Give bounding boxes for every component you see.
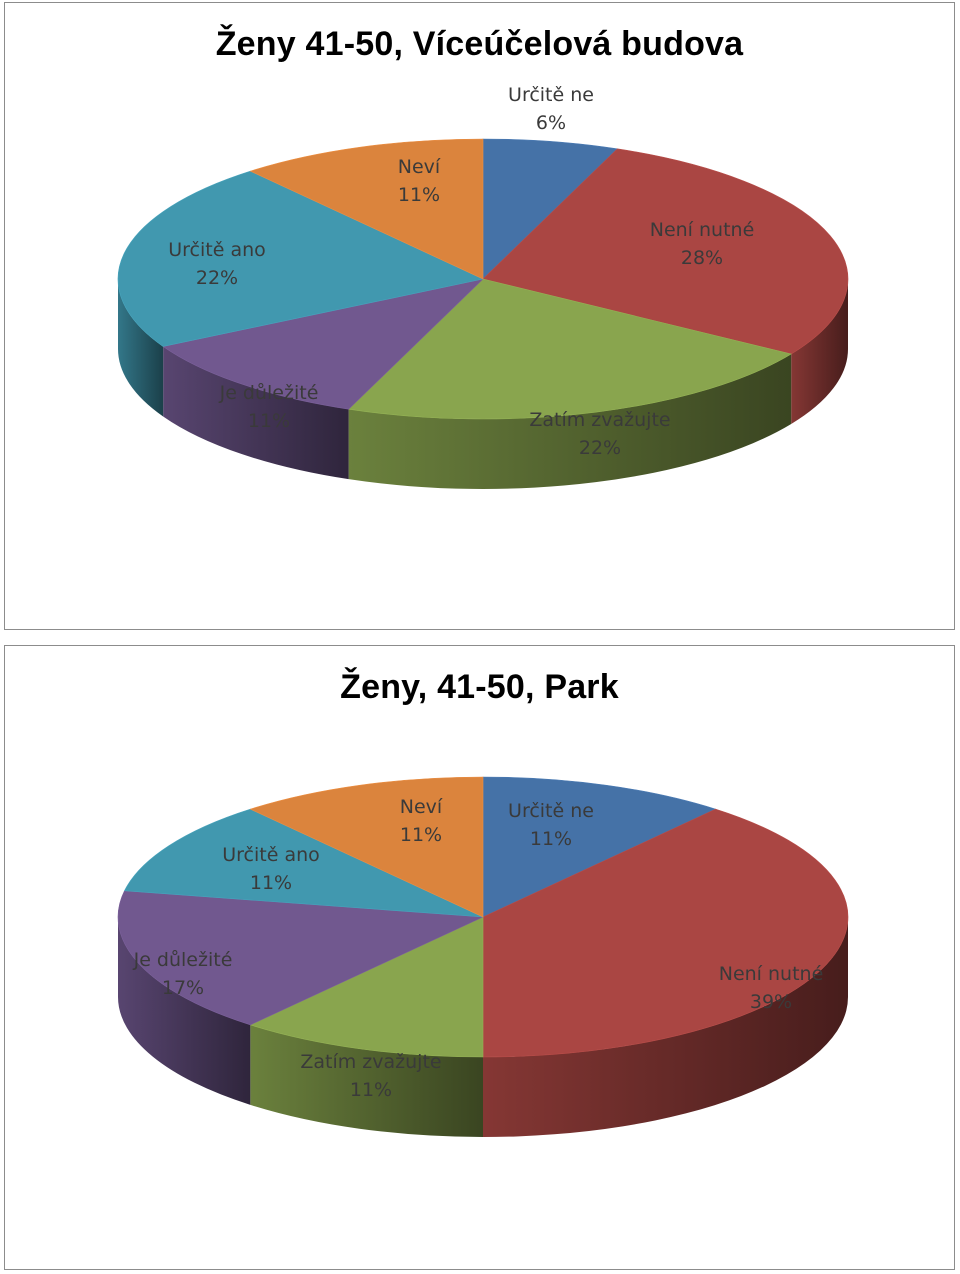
pie-chart-2: Určitě ne 11% Není nutné 39% Zatím zvažujte 1… [117, 776, 849, 1137]
pie-side-4 [118, 279, 164, 417]
pie-slice-3 [162, 278, 484, 410]
slice-category-label: Je důležité [219, 382, 319, 404]
slice-category-label: Neví [400, 796, 443, 818]
chart-title: Ženy 41-50, Víceúčelová budova [215, 25, 744, 63]
pie-slice-4 [123, 808, 484, 918]
pie-side-2 [348, 354, 792, 489]
slice-value-label: 11% [350, 1079, 392, 1101]
slice-category-label: Neví [398, 156, 441, 178]
pie-chart-1: Určitě ne 6% Není nutné 28% Zatím zvažujte 22… [117, 84, 849, 489]
slice-category-label: Zatím zvažujte [300, 1051, 441, 1073]
pie-top [117, 138, 849, 420]
chart-title: Ženy, 41-50, Park [340, 668, 619, 706]
pie-slice-4 [117, 170, 484, 347]
slice-value-label: 11% [530, 828, 572, 850]
slice-value-label: 22% [579, 437, 621, 459]
pie-labels: Určitě ne 11% Není nutné 39% Zatím zvažujte 1… [133, 796, 824, 1101]
slice-value-label: 11% [250, 872, 292, 894]
slice-category-label: Určitě ne [508, 84, 594, 106]
pie-side-3 [118, 917, 251, 1105]
slice-value-label: 11% [400, 824, 442, 846]
pie-labels: Určitě ne 6% Není nutné 28% Zatím zvažujte 22… [168, 84, 754, 459]
slice-value-label: 17% [162, 977, 204, 999]
slice-value-label: 11% [398, 184, 440, 206]
pie-top [117, 776, 849, 1058]
slice-value-label: 28% [681, 247, 723, 269]
pie-slice-2 [249, 916, 484, 1058]
pie-side-2 [250, 1024, 483, 1137]
slice-category-label: Určitě ano [168, 239, 266, 261]
pie-slice-0 [482, 138, 619, 280]
pie-side-1 [791, 279, 848, 425]
chart-panel-2: Ženy, 41-50, Park Určitě ne 11% Není nutné… [4, 645, 955, 1270]
slice-value-label: 39% [750, 991, 792, 1013]
slice-category-label: Zatím zvažujte [529, 409, 670, 431]
chart-panel-1: Ženy 41-50, Víceúčelová budova Určitě ne… [4, 2, 955, 630]
pie-side-walls [118, 279, 848, 489]
pie-slice-3 [117, 890, 485, 1026]
slice-category-label: Je důležité [133, 949, 233, 971]
pie-slice-5 [249, 776, 484, 918]
pie-slice-1 [482, 808, 849, 1058]
slice-value-label: 11% [248, 410, 290, 432]
pie-slice-0 [482, 776, 717, 918]
slice-value-label: 6% [536, 112, 566, 134]
pie-slice-5 [249, 138, 484, 280]
slice-category-label: Není nutné [719, 963, 824, 985]
pie-slice-2 [347, 278, 792, 420]
pie-side-1 [483, 917, 848, 1137]
slice-category-label: Určitě ano [222, 844, 320, 866]
slice-value-label: 22% [196, 267, 238, 289]
pie-side-3 [163, 346, 349, 480]
slice-category-label: Není nutné [650, 219, 755, 241]
slice-category-label: Určitě ne [508, 800, 594, 822]
pie-side-walls [118, 917, 848, 1137]
pie-slice-1 [482, 148, 849, 355]
